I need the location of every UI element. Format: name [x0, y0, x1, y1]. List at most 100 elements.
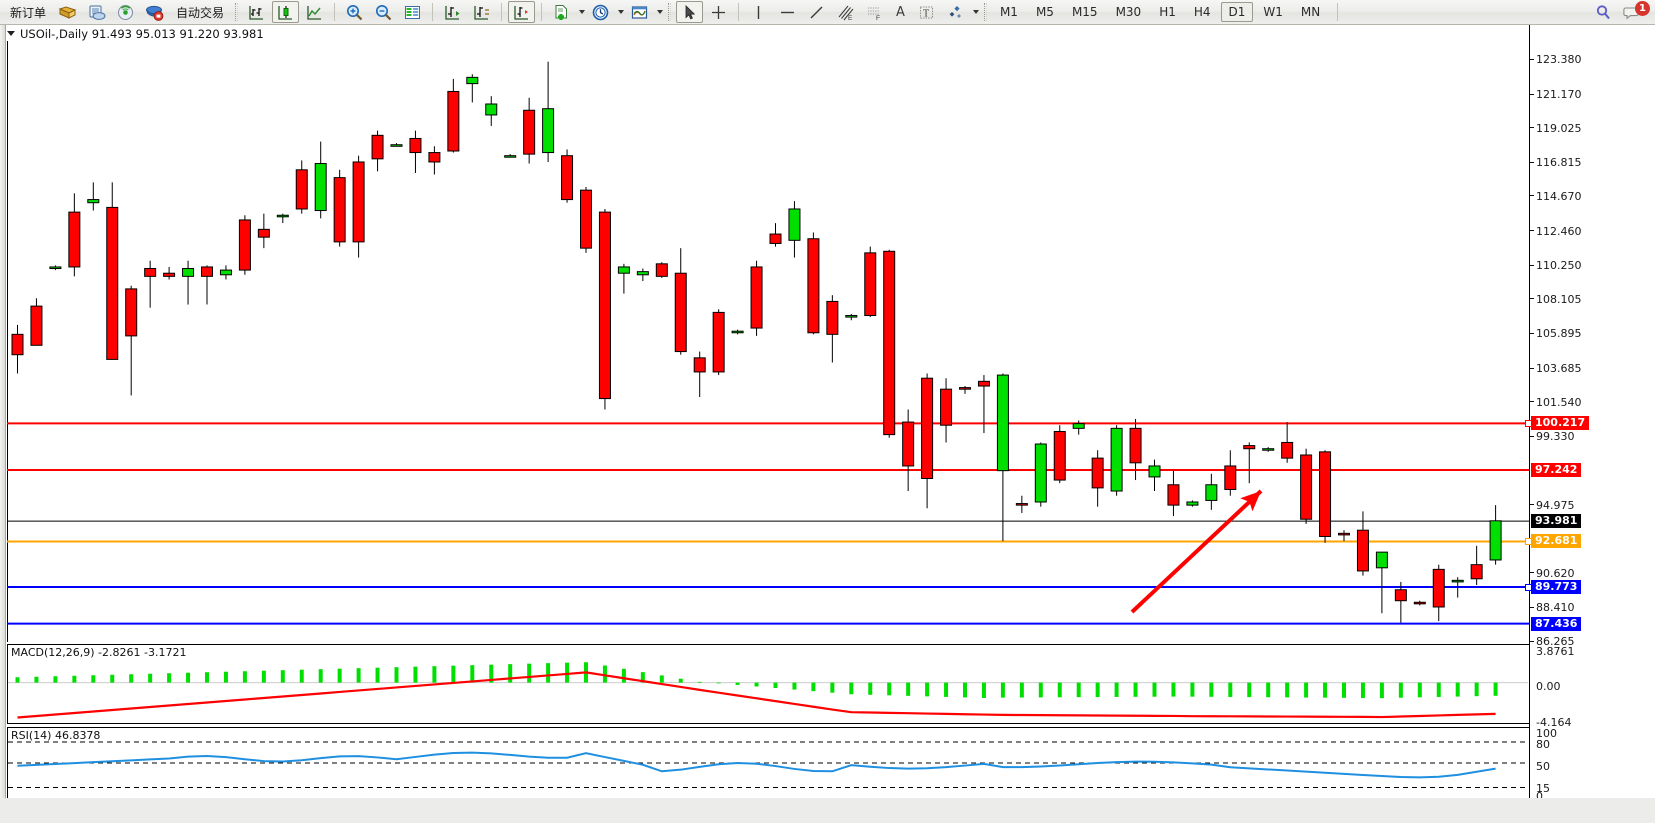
candle-body: [523, 109, 536, 155]
zoom-in-icon[interactable]: [341, 1, 368, 23]
candle-body: [1053, 430, 1066, 481]
bar-chart-icon[interactable]: [243, 1, 270, 23]
chevron-down-icon[interactable]: [618, 10, 625, 14]
chart-window[interactable]: USOil-,Daily 91.493 95.013 91.220 93.981…: [0, 25, 1655, 823]
macd-axis-label: 3.8761: [1536, 645, 1575, 658]
new-order-button[interactable]: 新订单: [4, 1, 52, 23]
timeframe-m30[interactable]: M30: [1115, 5, 1142, 19]
price-tick-label: 123.380: [1536, 53, 1582, 67]
chevron-down-icon[interactable]: [972, 10, 979, 14]
timeframe-m15[interactable]: M15: [1071, 5, 1098, 19]
price-tick: 99.330: [1530, 430, 1575, 443]
price-tick: 103.685: [1530, 362, 1582, 375]
publish-icon[interactable]: [83, 1, 110, 23]
chevron-down-icon[interactable]: [579, 10, 586, 14]
timeframe-w1[interactable]: W1: [1263, 5, 1283, 19]
period-separator-icon[interactable]: [587, 1, 614, 23]
price-tick: 90.620: [1530, 567, 1575, 580]
timeframe-h1[interactable]: H1: [1159, 5, 1176, 19]
price-pane[interactable]: [7, 41, 1529, 642]
candle-body: [940, 388, 953, 426]
chart-left-scrollbar[interactable]: [0, 25, 6, 798]
timeframe-d1[interactable]: D1: [1220, 2, 1254, 22]
candle-body: [409, 137, 422, 154]
expert-advisor-icon[interactable]: [141, 1, 168, 23]
candle-body: [125, 288, 138, 337]
candle-body: [1338, 532, 1350, 536]
candle-body: [1489, 520, 1502, 561]
candle-body: [977, 380, 990, 387]
candle-body: [1091, 457, 1104, 489]
timeframe-m5[interactable]: M5: [1035, 5, 1054, 19]
candle-body: [693, 357, 706, 373]
rsi-axis-label: 0: [1536, 790, 1543, 803]
candle-body: [276, 214, 289, 218]
candlestick-chart-icon[interactable]: [272, 1, 300, 23]
level-handle-support-1[interactable]: [1525, 583, 1532, 591]
candle-body: [1356, 529, 1369, 572]
price-tag-current-price[interactable]: 93.981: [1531, 514, 1582, 529]
price-tick: 101.540: [1530, 396, 1582, 409]
rsi-axis-label: 50: [1536, 760, 1550, 773]
data-window-icon[interactable]: [399, 1, 426, 23]
candle-body: [883, 250, 896, 436]
chart-symbol-label: USOil-,Daily 91.493 95.013 91.220 93.981: [20, 26, 264, 41]
price-tick-label: 114.670: [1536, 189, 1582, 203]
toolbar-separator: [1337, 3, 1339, 21]
fibonacci-icon[interactable]: F: [861, 1, 888, 23]
notification-icon[interactable]: 1: [1619, 1, 1651, 23]
crosshair-icon[interactable]: [705, 1, 732, 23]
price-tag-resistance-1[interactable]: 100.217: [1531, 416, 1590, 431]
chart-shift-icon[interactable]: [468, 1, 495, 23]
price-tick: 110.250: [1530, 259, 1582, 272]
horizontal-line-icon[interactable]: [774, 1, 801, 23]
svg-text:T: T: [923, 8, 929, 19]
trendline-icon[interactable]: [803, 1, 830, 23]
candle-body: [333, 177, 346, 243]
level-handle-resistance-1[interactable]: [1525, 419, 1532, 427]
timeframe-h4[interactable]: H4: [1193, 5, 1211, 19]
price-chart-canvas[interactable]: [7, 41, 1529, 642]
line-chart-icon[interactable]: [301, 1, 328, 23]
candle-body: [314, 163, 327, 212]
price-tick: 86.265: [1530, 635, 1575, 648]
price-axis[interactable]: 123.380 121.170 119.025 116.815 114.670 112.4…: [1525, 25, 1655, 823]
svg-text:F: F: [876, 15, 880, 22]
vertical-line-icon[interactable]: [745, 1, 772, 23]
price-tick-label: 119.025: [1536, 121, 1582, 135]
indicator-list-icon[interactable]: [626, 1, 653, 23]
cursor-icon[interactable]: [676, 1, 704, 23]
signal-icon[interactable]: [112, 1, 139, 23]
candle-body: [1432, 568, 1445, 608]
rsi-chart-canvas[interactable]: [8, 728, 1528, 798]
new-template-icon[interactable]: [548, 1, 575, 23]
equidistant-channel-icon[interactable]: E: [832, 1, 859, 23]
chevron-down-icon[interactable]: [7, 31, 15, 36]
price-tag-support-2[interactable]: 87.436: [1531, 616, 1582, 631]
price-tag-pivot[interactable]: 92.681: [1531, 534, 1582, 549]
candle-body: [182, 268, 195, 277]
autotrade-button[interactable]: 自动交易: [170, 1, 230, 23]
shapes-icon[interactable]: [942, 1, 969, 23]
chart-shift-marker-icon[interactable]: [508, 1, 536, 23]
price-tag-resistance-2[interactable]: 97.242: [1531, 462, 1582, 477]
candle-body: [1186, 501, 1199, 506]
timeframe-m1[interactable]: M1: [999, 5, 1018, 19]
chevron-down-icon[interactable]: [657, 10, 664, 14]
macd-pane[interactable]: [7, 644, 1529, 724]
level-handle-pivot[interactable]: [1525, 537, 1532, 545]
folder-icon[interactable]: [54, 1, 81, 23]
candle-body: [712, 311, 725, 373]
zoom-out-icon[interactable]: [370, 1, 397, 23]
auto-scroll-icon[interactable]: [439, 1, 466, 23]
text-icon[interactable]: T: [913, 1, 940, 23]
text-label-icon[interactable]: A: [896, 4, 905, 20]
macd-chart-canvas[interactable]: [8, 645, 1528, 723]
price-tag-support-1[interactable]: 89.773: [1531, 580, 1582, 595]
candle-body: [106, 206, 119, 360]
annotation-bullish-arrow[interactable]: [1130, 489, 1263, 614]
search-icon[interactable]: [1590, 1, 1617, 23]
toolbar-separator: [541, 3, 543, 21]
candle-body: [163, 272, 176, 277]
timeframe-mn[interactable]: MN: [1300, 5, 1321, 19]
